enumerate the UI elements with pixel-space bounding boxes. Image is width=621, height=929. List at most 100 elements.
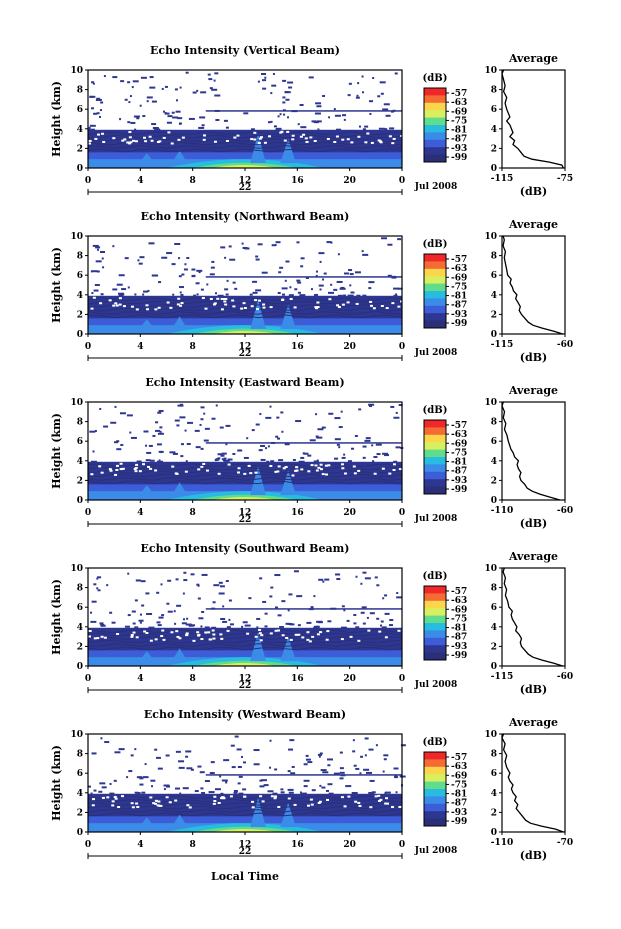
echo-speck xyxy=(217,457,221,460)
echo-speck xyxy=(155,756,161,759)
echo-speck xyxy=(233,789,238,792)
echo-speck xyxy=(394,72,398,75)
echo-gap xyxy=(315,307,319,310)
echo-speck xyxy=(324,578,330,581)
echo-gap xyxy=(269,306,273,309)
echo-speck xyxy=(371,791,376,794)
echo-gap xyxy=(316,301,320,304)
echo-speck xyxy=(211,260,215,263)
echo-speck xyxy=(151,123,157,126)
echo-gap xyxy=(391,302,395,305)
echo-speck xyxy=(118,274,125,277)
month-label: Jul 2008 xyxy=(414,348,457,358)
x-tick-label: 16 xyxy=(291,176,304,186)
y-axis-label: Height (km) xyxy=(50,247,63,323)
echo-speck xyxy=(396,592,399,595)
x-tick-label: 0 xyxy=(85,508,91,518)
echo-speck xyxy=(179,403,183,406)
echo-speck xyxy=(303,785,308,788)
echo-speck xyxy=(88,785,92,788)
echo-speck xyxy=(220,792,224,795)
colorbar-tick-label: -99 xyxy=(451,153,467,163)
echo-speck xyxy=(283,113,286,116)
avg-profile-line xyxy=(501,401,561,501)
echo-gap xyxy=(357,135,361,138)
echo-speck xyxy=(279,626,284,629)
echo-speck xyxy=(133,115,140,118)
echo-speck xyxy=(181,622,187,625)
avg-y-tick-label: 10 xyxy=(484,232,497,242)
echo-speck xyxy=(190,768,194,771)
echo-speck xyxy=(353,622,357,625)
echo-speck xyxy=(100,737,103,740)
echo-upper-layer xyxy=(205,608,402,610)
echo-gap xyxy=(92,798,96,801)
echo-speck xyxy=(351,447,355,450)
echo-speck xyxy=(93,112,98,115)
echo-gap xyxy=(227,463,231,466)
echo-speck xyxy=(219,426,224,429)
echo-gap xyxy=(297,633,301,636)
day-label: 22 xyxy=(239,349,252,359)
echo-gap xyxy=(335,135,339,138)
echo-speck xyxy=(145,444,148,447)
echo-gap xyxy=(346,138,350,141)
echo-speck xyxy=(209,87,213,90)
colorbar-tick-label: -99 xyxy=(451,485,467,495)
echo-gap xyxy=(352,465,356,468)
echo-speck xyxy=(88,126,91,129)
echo-speck xyxy=(183,579,188,582)
echo-speck xyxy=(157,432,164,435)
echo-gap xyxy=(262,303,266,306)
echo-gap xyxy=(341,467,345,470)
avg-frame xyxy=(501,69,566,169)
echo-speck xyxy=(206,283,209,286)
echo-speck xyxy=(321,426,326,429)
echo-gap xyxy=(156,804,160,807)
echo-speck xyxy=(266,460,270,463)
echo-speck xyxy=(158,616,164,619)
echo-speck xyxy=(317,128,320,131)
echo-speck xyxy=(176,99,179,102)
echo-gap xyxy=(384,636,388,639)
heatmap-field xyxy=(87,71,404,168)
colorbar-swatch xyxy=(424,261,446,270)
echo-speck xyxy=(264,612,268,615)
echo-gap xyxy=(130,305,134,308)
colorbar-tick-label: -75 xyxy=(451,116,467,126)
echo-speck xyxy=(180,455,184,458)
echo-speck xyxy=(256,617,261,620)
echo-speck xyxy=(348,82,352,85)
colorbar-swatch xyxy=(424,630,446,639)
echo-gap xyxy=(130,635,134,638)
echo-gap xyxy=(145,632,149,635)
echo-speck xyxy=(297,291,301,294)
echo-layer-line xyxy=(87,480,403,485)
echo-gap xyxy=(223,300,227,303)
echo-speck xyxy=(387,274,392,277)
colorbar-swatch xyxy=(424,276,446,285)
echo-speck xyxy=(313,595,316,598)
echo-gap xyxy=(236,134,240,137)
echo-gap xyxy=(154,469,158,472)
echo-gap xyxy=(268,135,272,138)
echo-speck xyxy=(317,753,322,756)
echo-speck xyxy=(174,242,181,245)
echo-speck xyxy=(259,413,262,416)
echo-speck xyxy=(219,585,225,588)
echo-speck xyxy=(167,610,173,613)
echo-gap xyxy=(109,469,113,472)
echo-speck xyxy=(213,584,220,587)
echo-gap xyxy=(277,629,281,632)
echo-speck xyxy=(185,750,192,753)
echo-speck xyxy=(244,624,251,627)
echo-speck xyxy=(185,460,188,463)
colorbar-swatch xyxy=(424,268,446,277)
colorbar-frame xyxy=(423,87,447,163)
echo-speck xyxy=(182,592,185,595)
echo-speck xyxy=(124,98,128,101)
echo-speck xyxy=(119,118,122,121)
echo-speck xyxy=(116,440,120,443)
echo-gap xyxy=(283,139,287,142)
echo-speck xyxy=(227,458,233,461)
